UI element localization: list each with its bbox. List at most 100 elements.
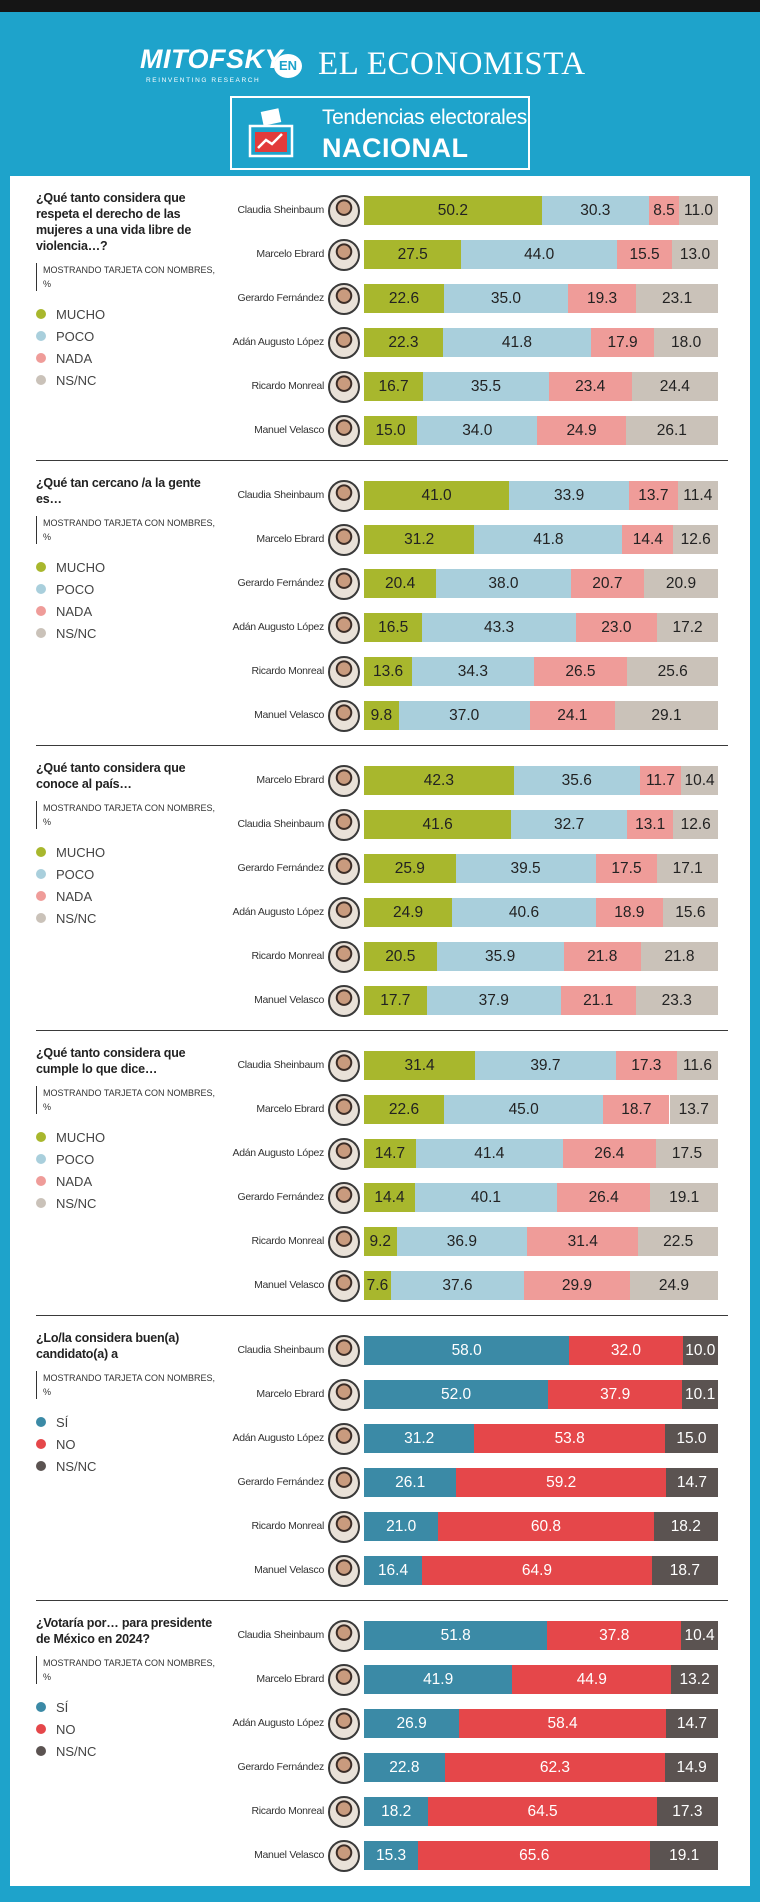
bar-segment: 14.7 <box>665 1709 718 1738</box>
bar-segment: 14.4 <box>622 525 674 554</box>
stacked-bar: 13.6 34.3 26.5 25.6 <box>364 657 718 686</box>
bar-segment: 18.9 <box>595 898 663 927</box>
legend: MUCHO POCO NADA NS/NC <box>36 556 220 644</box>
bar-segment: 13.0 <box>671 240 718 269</box>
legend-swatch <box>36 309 46 319</box>
stacked-bar: 31.2 41.8 14.4 12.6 <box>364 525 718 554</box>
stacked-bar: 21.0 60.8 18.2 <box>364 1512 718 1541</box>
legend-label: MUCHO <box>56 844 106 860</box>
value-label: 35.9 <box>485 947 516 965</box>
bar-segment: 14.9 <box>665 1753 718 1782</box>
bar-segment: 26.5 <box>533 657 628 686</box>
bar-segment: 24.9 <box>364 898 453 927</box>
bar-segment: 40.6 <box>452 898 596 927</box>
bar-segment: 21.1 <box>560 986 636 1015</box>
bar-segment: 41.8 <box>442 328 591 357</box>
stacked-bar: 50.2 30.3 8.5 11.0 <box>364 196 718 225</box>
value-label: 37.9 <box>600 1385 631 1403</box>
bar-segment: 44.9 <box>512 1665 672 1694</box>
value-label: 32.0 <box>610 1341 642 1359</box>
candidate-name: Claudia Sheinbaum <box>237 1344 324 1356</box>
stacked-bar: 14.7 41.4 26.4 17.5 <box>364 1139 718 1168</box>
bar-segment: 41.6 <box>364 810 512 839</box>
bar-segment: 17.7 <box>364 986 427 1015</box>
bar-segment: 17.1 <box>657 854 718 883</box>
bar-segment: 21.8 <box>640 942 718 971</box>
legend-swatch <box>36 1154 46 1164</box>
avatar <box>328 985 360 1017</box>
candidate-name: Claudia Sheinbaum <box>237 489 324 501</box>
legend-swatch <box>36 584 46 594</box>
legend-item: SÍ <box>36 1411 220 1433</box>
value-label: 41.8 <box>533 530 564 548</box>
value-label: 16.7 <box>378 377 409 395</box>
legend-item: NADA <box>36 885 220 907</box>
bar-segment: 37.6 <box>390 1271 524 1300</box>
candidate-name: Adán Augusto López <box>232 1147 324 1159</box>
stacked-bar: 20.4 38.0 20.7 20.9 <box>364 569 718 598</box>
stacked-bar: 9.2 36.9 31.4 22.5 <box>364 1227 718 1256</box>
value-label: 45.0 <box>508 1100 539 1118</box>
value-label: 19.1 <box>669 1188 700 1206</box>
bar-segment: 7.6 <box>364 1271 391 1300</box>
bar-segment: 24.9 <box>629 1271 718 1300</box>
value-label: 25.6 <box>657 662 688 680</box>
bar-segment: 19.3 <box>567 284 637 313</box>
bar-segment: 17.3 <box>656 1797 718 1826</box>
value-label: 24.9 <box>392 903 424 921</box>
candidate-name: Claudia Sheinbaum <box>237 1629 324 1641</box>
legend-label: NADA <box>56 350 93 366</box>
question-title: ¿Qué tanto considera que cumple lo que d… <box>36 1046 186 1076</box>
bar-segment: 16.4 <box>364 1556 423 1585</box>
legend-swatch <box>36 375 46 385</box>
candidate-name: Manuel Velasco <box>254 424 324 436</box>
value-label: 17.3 <box>631 1056 662 1074</box>
value-label: 31.4 <box>404 1056 435 1074</box>
value-label: 15.0 <box>676 1429 707 1447</box>
question-subtitle: MOSTRANDO TARJETA CON NOMBRES, % <box>36 1086 220 1114</box>
bar-segment: 19.1 <box>650 1841 718 1870</box>
bar-segment: 34.0 <box>417 416 538 445</box>
value-label: 14.7 <box>374 1144 406 1162</box>
bar-segment: 26.4 <box>556 1183 651 1212</box>
question-title: ¿Lo/la considera buen(a) candidato(a) a <box>36 1331 180 1361</box>
value-label: 17.5 <box>671 1144 703 1162</box>
bar-segment: 34.3 <box>412 657 534 686</box>
stacked-bar: 7.6 37.6 29.9 24.9 <box>364 1271 718 1300</box>
bar-segment: 31.4 <box>364 1051 476 1080</box>
value-label: 10.0 <box>685 1341 716 1359</box>
stacked-bar: 26.1 59.2 14.7 <box>364 1468 718 1497</box>
value-label: 11.4 <box>683 486 713 504</box>
bar-segment: 18.7 <box>603 1095 670 1124</box>
value-label: 7.6 <box>366 1276 389 1294</box>
value-label: 11.6 <box>682 1056 712 1074</box>
bar-segment: 21.0 <box>364 1512 439 1541</box>
value-label: 19.3 <box>586 289 618 307</box>
legend-item: NADA <box>36 1170 220 1192</box>
stacked-bar: 22.8 62.3 14.9 <box>364 1753 718 1782</box>
legend-swatch <box>36 606 46 616</box>
value-label: 39.5 <box>510 859 541 877</box>
bar-segment: 9.8 <box>364 701 399 730</box>
value-label: 13.0 <box>679 245 711 263</box>
bar-segment: 39.7 <box>475 1051 616 1080</box>
chart-section: ¿Lo/la considera buen(a) candidato(a) a M… <box>10 1316 750 1601</box>
bar-segment: 15.0 <box>664 1424 718 1453</box>
value-label: 10.4 <box>684 1626 715 1644</box>
value-label: 17.5 <box>611 859 642 877</box>
value-label: 42.3 <box>423 771 454 789</box>
bar-segment: 38.0 <box>436 569 571 598</box>
value-label: 19.1 <box>669 1846 700 1864</box>
separator <box>36 1315 728 1316</box>
value-label: 17.2 <box>672 618 703 636</box>
stacked-bar: 20.5 35.9 21.8 21.8 <box>364 942 718 971</box>
legend: MUCHO POCO NADA NS/NC <box>36 841 220 929</box>
bar-segment: 8.5 <box>648 196 680 225</box>
bar-segment: 19.1 <box>650 1183 718 1212</box>
avatar <box>328 1379 360 1411</box>
value-label: 14.7 <box>676 1714 708 1732</box>
legend-label: NADA <box>56 1173 93 1189</box>
legend: SÍ NO NS/NC <box>36 1696 220 1762</box>
value-label: 16.5 <box>378 618 409 636</box>
bar-segment: 20.4 <box>364 569 437 598</box>
